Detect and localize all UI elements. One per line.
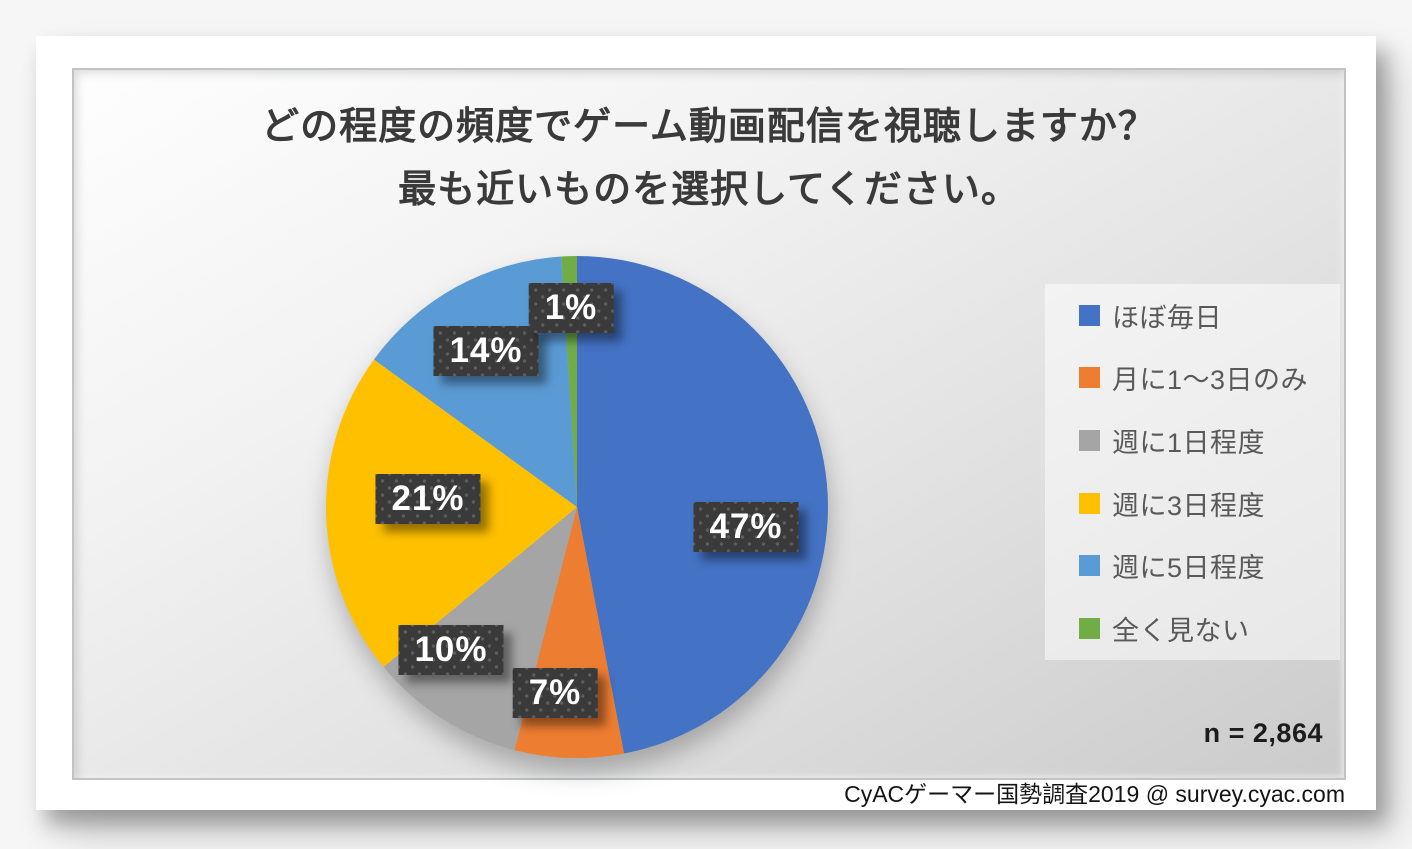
legend-swatch-icon	[1079, 492, 1100, 514]
chart-title-line-1: どの程度の頻度でゲーム動画配信を視聴しますか？	[261, 106, 1157, 148]
legend-label: 月に1～3日のみ	[1112, 365, 1309, 396]
legend-swatch-icon	[1079, 555, 1100, 577]
legend-item-5: 週に5日程度	[1079, 546, 1340, 585]
legend-item-6: 全く見ない	[1079, 609, 1340, 648]
legend-item-4: 週に3日程度	[1079, 484, 1340, 523]
chart-title: どの程度の頻度でゲーム動画配信を視聴しますか？ 最も近いものを選択してください。	[74, 96, 1344, 222]
legend-swatch-icon	[1079, 304, 1100, 326]
legend-label: 週に5日程度	[1112, 553, 1266, 584]
legend-label: ほぼ毎日	[1112, 302, 1222, 333]
legend: ほぼ毎日月に1～3日のみ 週に1日程度 週に3日程度 週に5日程度 全く見ない	[1045, 284, 1340, 660]
legend-swatch-icon	[1079, 618, 1100, 640]
legend-swatch-icon	[1079, 367, 1100, 389]
pie-chart	[326, 256, 828, 758]
picture-frame: どの程度の頻度でゲーム動画配信を視聴しますか？ 最も近いものを選択してください。…	[36, 36, 1376, 810]
legend-item-1: ほぼ毎日	[1079, 296, 1340, 335]
chart-area: どの程度の頻度でゲーム動画配信を視聴しますか？ 最も近いものを選択してください。…	[72, 68, 1346, 780]
pie-slice-5	[373, 256, 577, 507]
legend-label: 全く見ない	[1112, 616, 1250, 647]
pie-slice-1	[577, 256, 828, 754]
legend-item-2: 月に1～3日のみ	[1079, 358, 1340, 397]
chart-title-line-2: 最も近いものを選択してください。	[398, 169, 1020, 211]
legend-swatch-icon	[1079, 430, 1100, 452]
source-credit: CyACゲーマー国勢調査2019 @ survey.cyac.com	[844, 781, 1345, 807]
legend-label: 週に3日程度	[1112, 490, 1266, 521]
legend-item-3: 週に1日程度	[1079, 421, 1340, 460]
sample-size-label: n = 2,864	[1203, 718, 1323, 748]
legend-label: 週に1日程度	[1112, 428, 1266, 459]
